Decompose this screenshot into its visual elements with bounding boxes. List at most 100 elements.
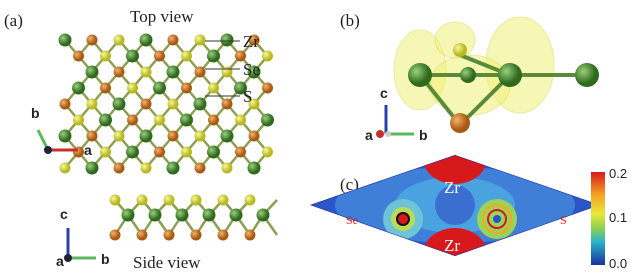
- atom: [203, 209, 216, 222]
- figure: (a) Top view Zr Se S b a c a b Side view…: [0, 0, 633, 273]
- atom: [195, 67, 206, 78]
- atom: [181, 83, 192, 94]
- atom: [100, 51, 111, 62]
- colorbar: [591, 172, 605, 265]
- atom: [408, 63, 432, 87]
- atom: [110, 195, 121, 206]
- atom: [168, 131, 179, 142]
- axis-label: c: [380, 85, 388, 101]
- atom: [137, 230, 148, 241]
- atom: [245, 195, 256, 206]
- atom: [222, 67, 233, 78]
- atom: [208, 83, 219, 94]
- atom: [191, 195, 202, 206]
- view-label: Top view: [130, 7, 194, 26]
- panel-label: (b): [340, 11, 360, 30]
- atom: [60, 163, 71, 174]
- atom: [195, 131, 206, 142]
- atom: [167, 66, 180, 79]
- axes-side: c a b: [56, 206, 110, 269]
- atom: [87, 131, 98, 142]
- atom: [87, 99, 98, 110]
- atom: [257, 209, 270, 222]
- colorbar-tick: 0.0: [609, 256, 627, 271]
- atom: [154, 147, 165, 158]
- axis-label: b: [31, 105, 40, 121]
- atom: [218, 230, 229, 241]
- axis-label: b: [101, 251, 110, 267]
- atom: [168, 99, 179, 110]
- atom: [110, 230, 121, 241]
- atom: [153, 82, 166, 95]
- atom: [498, 63, 522, 87]
- atom: [230, 209, 243, 222]
- map-label: Zr: [444, 236, 460, 255]
- axis-label: c: [60, 206, 68, 222]
- atom: [126, 50, 139, 63]
- atom: [137, 195, 148, 206]
- atom: [221, 34, 234, 47]
- atom: [207, 50, 220, 63]
- atom: [460, 67, 476, 83]
- atom: [180, 114, 193, 127]
- atom: [154, 51, 165, 62]
- colorbar-tick: 0.1: [609, 210, 627, 225]
- axis-label: a: [84, 142, 92, 158]
- atom: [73, 51, 84, 62]
- atom: [575, 63, 599, 87]
- atom: [114, 67, 125, 78]
- atom: [127, 83, 138, 94]
- atom: [154, 115, 165, 126]
- atom: [113, 98, 126, 111]
- atom: [99, 114, 112, 127]
- axis-label: b: [419, 127, 428, 143]
- atom: [149, 209, 162, 222]
- atom: [181, 147, 192, 158]
- atom: [140, 34, 153, 47]
- atom: [114, 131, 125, 142]
- atom: [167, 162, 180, 175]
- atom: [450, 113, 470, 133]
- atom: [141, 163, 152, 174]
- atom: [249, 131, 260, 142]
- axis-label: a: [365, 127, 373, 143]
- atom: [87, 35, 98, 46]
- atom: [235, 115, 246, 126]
- atom: [122, 209, 135, 222]
- atom: [262, 83, 273, 94]
- colorbar-tick: 0.2: [609, 166, 627, 181]
- atom: [207, 146, 220, 159]
- atom: [221, 130, 234, 143]
- atom: [59, 130, 72, 143]
- atom: [114, 163, 125, 174]
- atom: [73, 147, 84, 158]
- atom: [59, 34, 72, 47]
- atom: [126, 146, 139, 159]
- map-label: Zr: [444, 178, 460, 197]
- atom: [261, 114, 274, 127]
- atom: [100, 83, 111, 94]
- atom: [141, 67, 152, 78]
- atom: [164, 195, 175, 206]
- atom: [235, 147, 246, 158]
- atom: [194, 98, 207, 111]
- atom: [262, 51, 273, 62]
- map-label: Se: [346, 213, 358, 227]
- atom: [73, 115, 84, 126]
- atom-label: S: [243, 87, 252, 106]
- atom: [168, 35, 179, 46]
- atom: [208, 115, 219, 126]
- atom: [140, 130, 153, 143]
- atom: [181, 51, 192, 62]
- map-label: S: [560, 213, 567, 227]
- atom: [191, 230, 202, 241]
- atom: [141, 99, 152, 110]
- panel-label: (a): [4, 11, 23, 30]
- atom: [245, 230, 256, 241]
- atom: [195, 163, 206, 174]
- atom: [218, 195, 229, 206]
- atom: [164, 230, 175, 241]
- atom-label: Zr: [243, 32, 259, 51]
- atom: [114, 35, 125, 46]
- view-label: Side view: [133, 253, 201, 272]
